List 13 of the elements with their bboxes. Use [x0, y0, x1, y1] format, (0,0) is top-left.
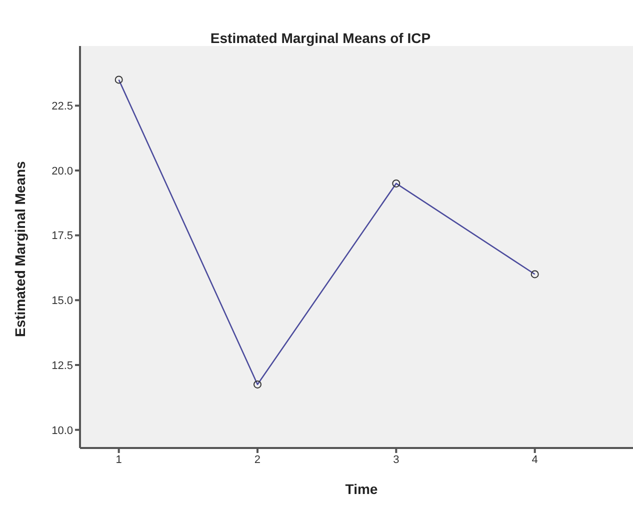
y-tick-label: 20.0	[52, 165, 73, 178]
x-axis-title: Time	[345, 481, 378, 497]
y-tick-label: 12.5	[52, 360, 73, 372]
x-tick-label: 2	[254, 454, 261, 466]
y-tick-label: 15.0	[52, 295, 73, 308]
y-tick-label: 22.5	[52, 100, 73, 113]
x-tick-label: 4	[532, 454, 538, 466]
y-tick-label: 10.0	[52, 424, 73, 437]
x-tick-label: 3	[393, 454, 400, 466]
y-tick-label: 17.5	[52, 230, 73, 242]
chart-title: Estimated Marginal Means of ICP	[209, 30, 432, 46]
x-tick-label: 1	[116, 454, 122, 466]
y-axis-title: Estimated Marginal Means	[12, 160, 28, 337]
